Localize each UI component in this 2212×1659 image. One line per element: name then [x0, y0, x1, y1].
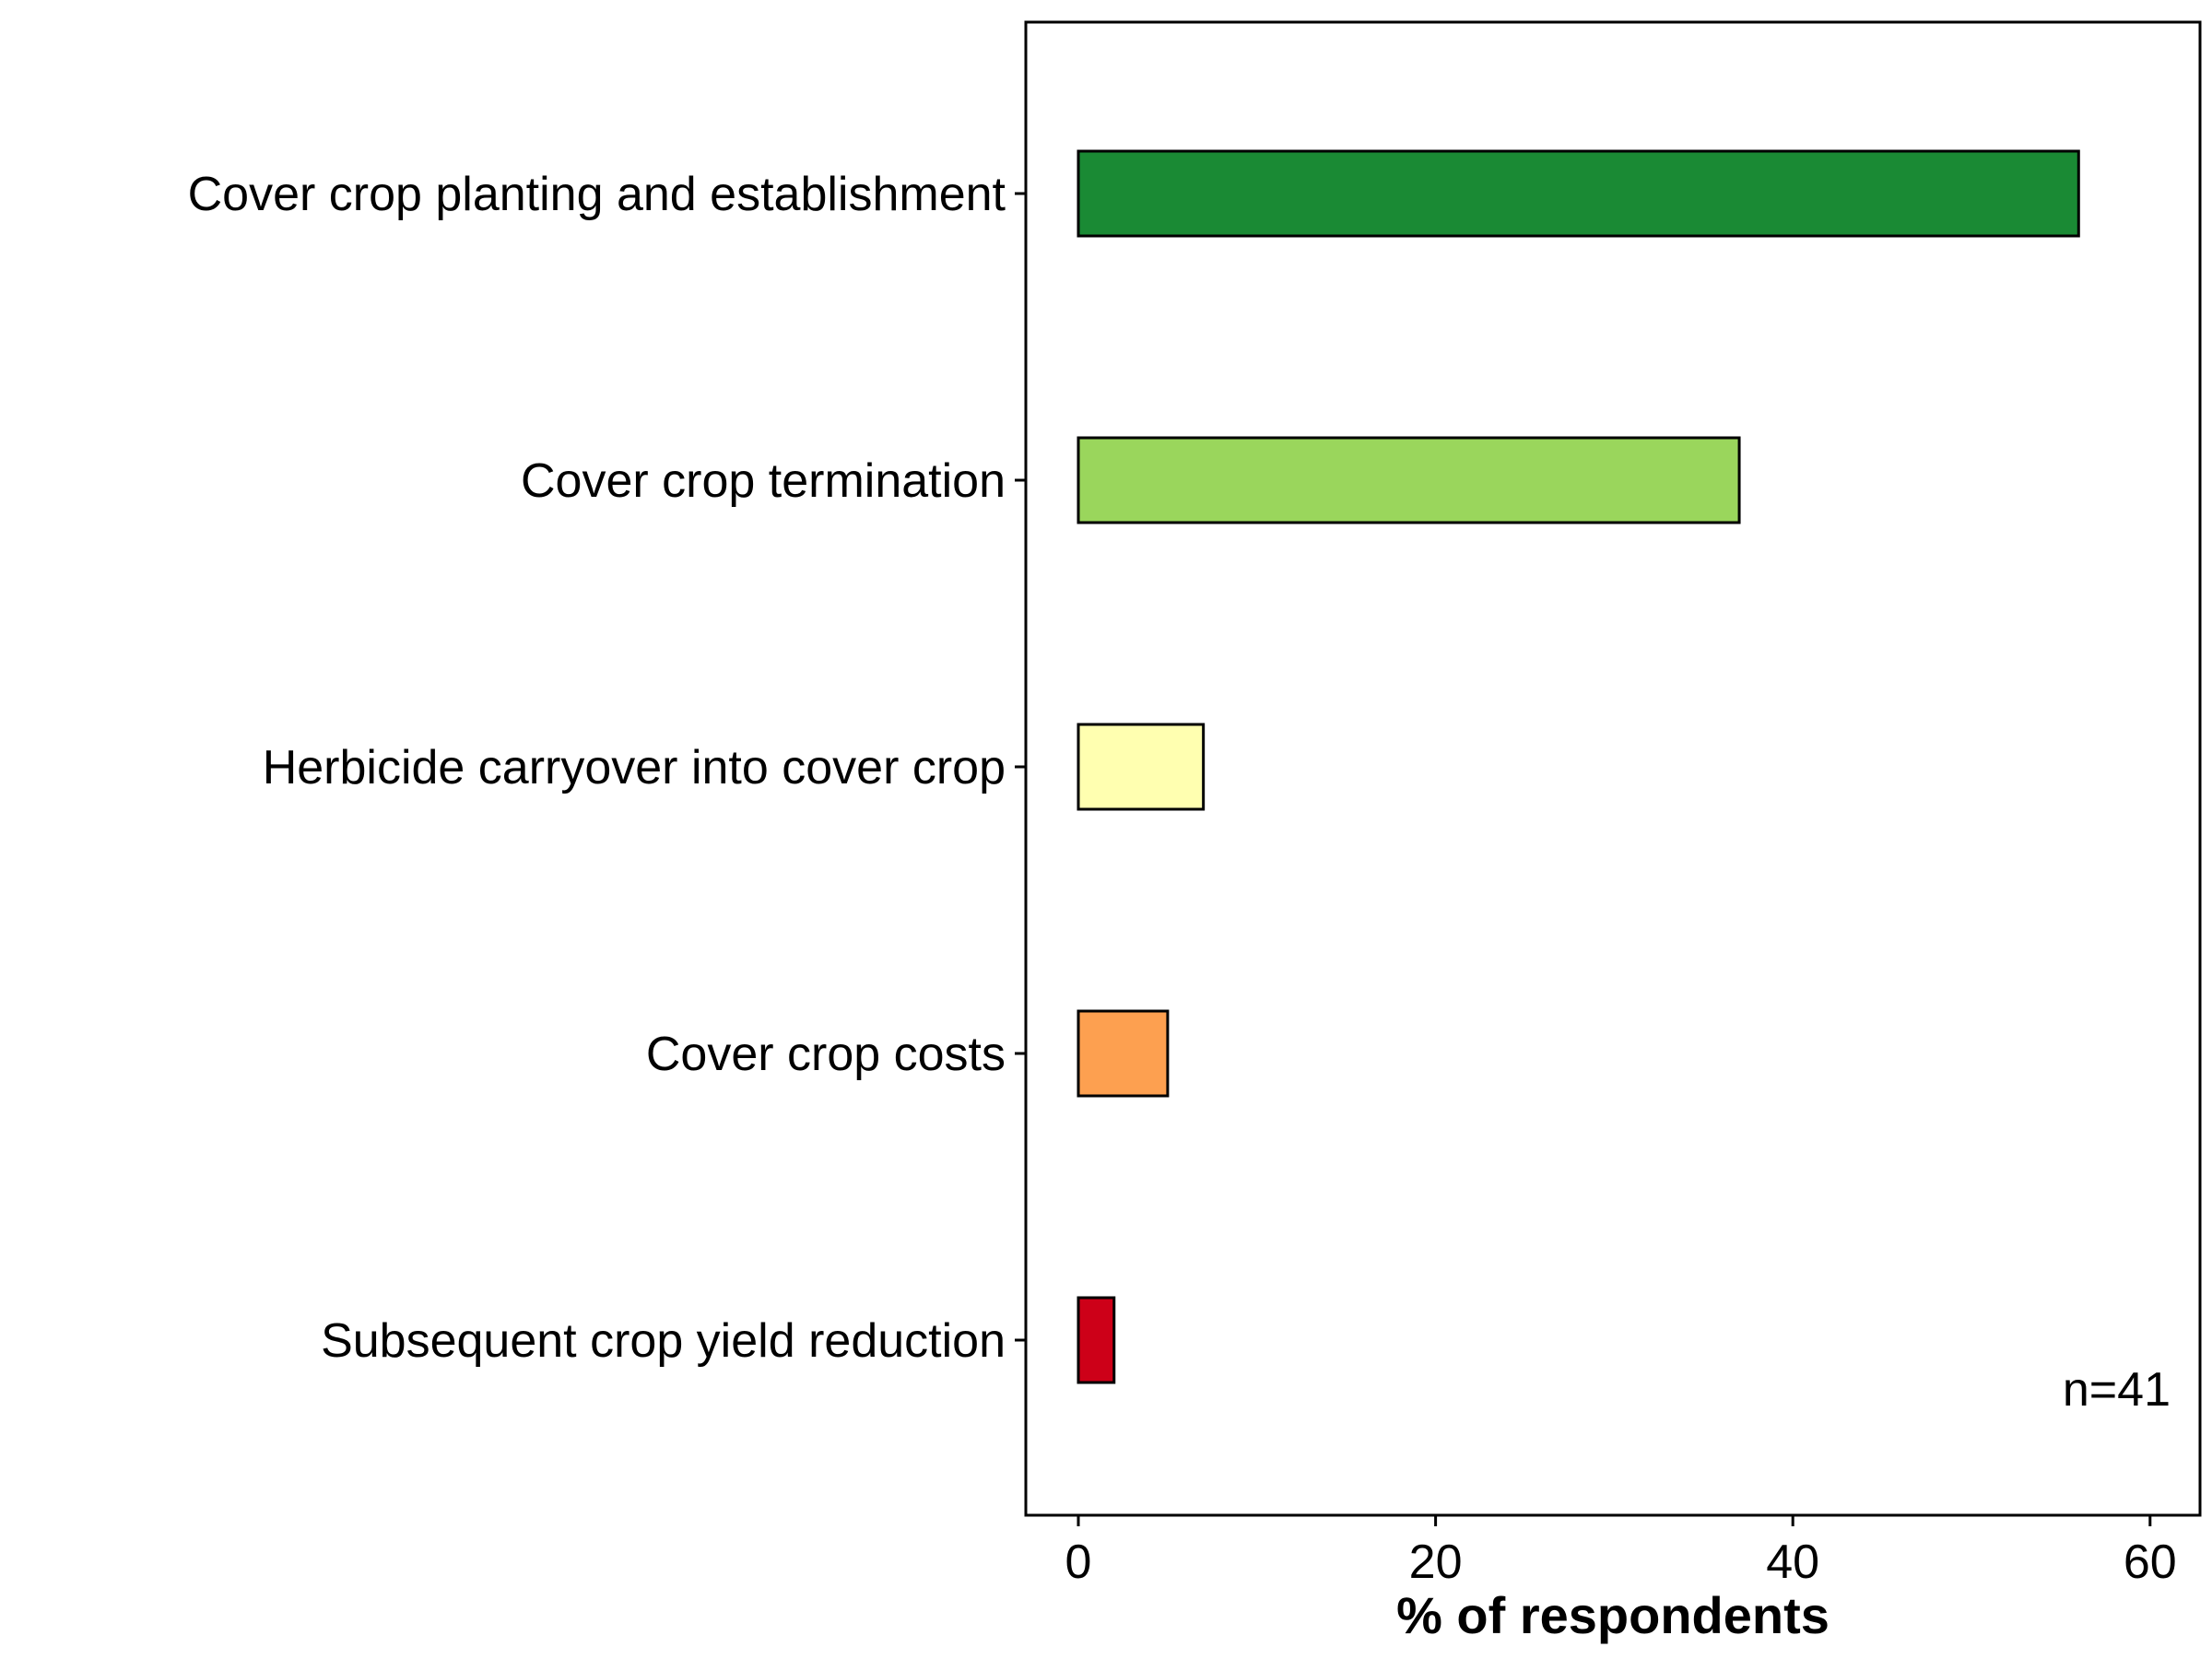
y-tick-label-2: Cover crop termination — [521, 454, 1006, 508]
y-tick-label-5: Subsequent crop yield reduction — [321, 1314, 1006, 1368]
bar-2 — [1077, 436, 1741, 524]
y-tick-label-1: Cover crop planting and establishment — [188, 168, 1006, 221]
sample-size-annotation: n=41 — [2063, 1363, 2171, 1417]
x-axis-title: % of respondents — [1396, 1586, 1830, 1644]
x-tick-label-4: 60 — [2124, 1535, 2177, 1589]
plot-panel-border — [1024, 20, 2202, 1517]
bar-1 — [1077, 149, 2080, 238]
bar-4 — [1077, 1009, 1170, 1098]
y-tick-label-4: Cover crop costs — [646, 1028, 1006, 1081]
bar-5 — [1077, 1296, 1116, 1384]
x-tick-label-1: 0 — [1065, 1535, 1092, 1589]
x-tick-label-3: 40 — [1766, 1535, 1819, 1589]
x-tick-label-2: 20 — [1409, 1535, 1463, 1589]
y-tick-label-3: Herbicide carryover into cover crop — [263, 741, 1006, 794]
bar-3 — [1077, 723, 1206, 811]
